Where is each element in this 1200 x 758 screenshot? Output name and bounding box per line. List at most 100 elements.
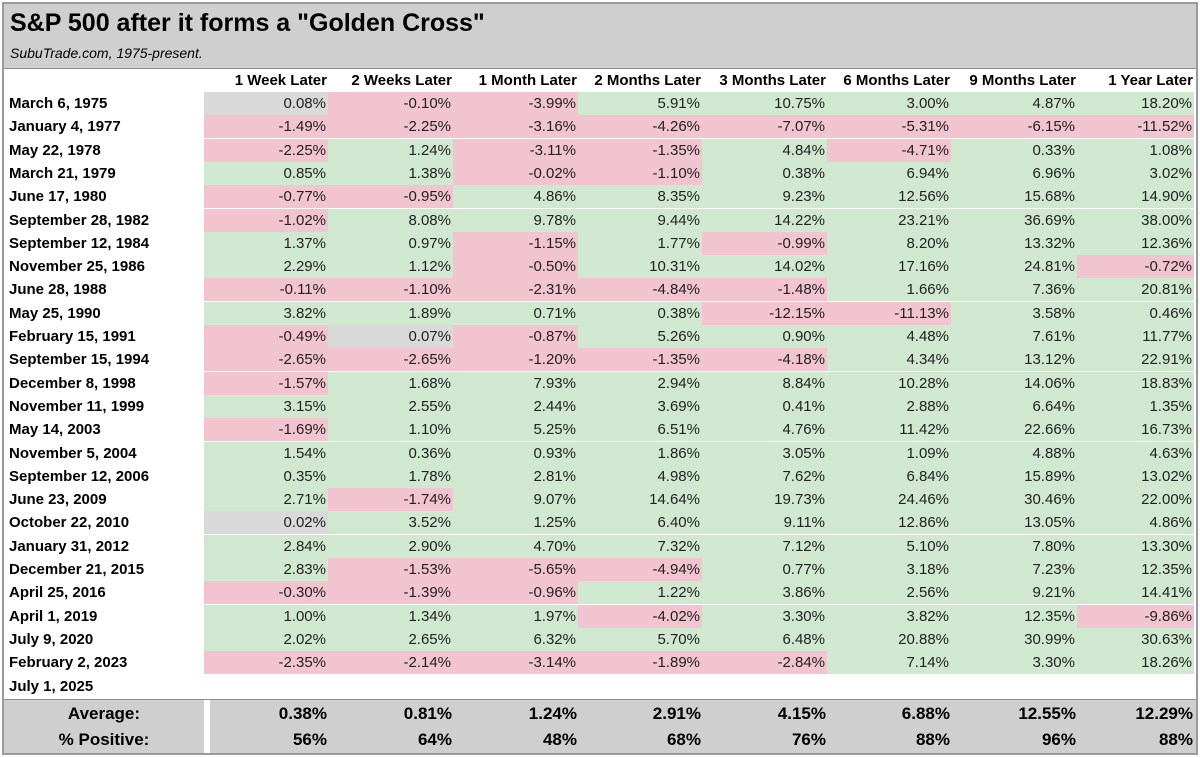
data-cell: 7.14% [827,651,951,675]
summary-value: 1.24% [528,704,577,723]
data-cell: -1.89% [578,651,702,675]
row-date: June 28, 1988 [9,281,107,299]
data-cell: 6.94% [827,161,951,185]
chart-title: S&P 500 after it forms a "Golden Cross" [10,9,485,37]
data-cell: 1.08% [1077,138,1194,162]
data-cell: 1.22% [578,581,702,605]
data-cell: -0.10% [328,92,453,115]
data-cell: -5.65% [453,558,578,581]
data-cell: 30.46% [951,488,1077,512]
data-cell: 2.88% [827,394,951,418]
table-row: February 15, 1991 -0.49% 0.07% -0.87% 5.26% 0… [4,325,1196,348]
data-cell: 22.00% [1077,488,1194,512]
data-cell: -7.07% [702,115,827,139]
data-cell: 7.36% [951,278,1077,302]
data-cell: -2.14% [328,651,453,675]
data-cell: 1.68% [328,371,453,395]
summary-value: 88% [915,730,950,749]
row-date: June 23, 2009 [9,491,107,509]
data-cell: -1.74% [328,488,453,512]
data-cell: 1.77% [578,231,702,255]
data-cell: 18.83% [1077,371,1194,395]
data-cell: 10.28% [827,371,951,395]
data-cell: 9.78% [453,208,578,232]
summary-value: 96% [1041,730,1076,749]
data-cell: 1.09% [827,441,951,465]
summary-value: 0.81% [403,704,452,723]
data-cell: 5.10% [827,534,951,558]
summary-row: Average: 0.38% 0.81% 1.24% 2.91% 4.15% 6.88% 12… [4,701,1196,727]
summary-value: 88% [1158,730,1193,749]
title-banner: S&P 500 after it forms a "Golden Cross" … [4,4,1196,69]
column-header: 2 Months Later [594,72,701,89]
data-cell: 13.32% [951,231,1077,255]
data-cell: -2.84% [702,651,827,675]
data-cell: 14.64% [578,488,702,512]
summary-value: 12.55% [1018,704,1076,723]
data-cell: 6.48% [702,627,827,651]
table-row: November 25, 1986 2.29% 1.12% -0.50% 10.31% 1… [4,255,1196,279]
table-row: December 21, 2015 2.83% -1.53% -5.65% -4.94%… [4,558,1196,581]
data-cell: 12.36% [1077,231,1194,255]
data-cell: -1.02% [204,208,328,232]
data-cell: 17.16% [827,255,951,279]
data-cell: 4.87% [951,92,1077,115]
data-cell: 14.06% [951,371,1077,395]
row-date: January 4, 1977 [9,118,121,136]
data-cell: 1.25% [453,511,578,535]
data-cell: 6.96% [951,161,1077,185]
data-cell: 20.81% [1077,278,1194,302]
row-date: June 17, 1980 [9,188,107,206]
data-cell: 0.08% [204,92,328,115]
data-cell: 12.35% [1077,558,1194,581]
data-cell: 24.81% [951,255,1077,279]
summary-value: 64% [417,730,452,749]
data-cell: 10.31% [578,255,702,279]
table-row: September 28, 1982 -1.02% 8.08% 9.78% 9.44% 1… [4,208,1196,232]
data-cell: 36.69% [951,208,1077,232]
data-cell: 2.44% [453,394,578,418]
data-cell: 13.30% [1077,534,1194,558]
table-row: February 2, 2023 -2.35% -2.14% -3.14% -1.89%… [4,651,1196,675]
data-cell: -2.35% [204,651,328,675]
table-row: May 14, 2003 -1.69% 1.10% 5.25% 6.51% 4.76% 11… [4,418,1196,442]
data-cell: 3.58% [951,301,1077,325]
data-cell: 30.63% [1077,627,1194,651]
data-cell: 22.91% [1077,348,1194,372]
data-cell: -11.13% [827,301,951,325]
data-cell: 6.64% [951,394,1077,418]
data-cell: 3.00% [827,92,951,115]
table-row: July 1, 2025 [4,675,1196,698]
data-cell: 4.34% [827,348,951,372]
data-cell: 13.12% [951,348,1077,372]
data-cell: 1.12% [328,255,453,279]
data-cell: -1.10% [578,161,702,185]
data-cell: 1.00% [204,604,328,628]
data-cell: -1.35% [578,138,702,162]
summary-section: Average: 0.38% 0.81% 1.24% 2.91% 4.15% 6.88% 12… [4,699,1196,753]
chart-subtitle: SubuTrade.com, 1975-present. [10,45,203,61]
data-cell: 11.42% [827,418,951,442]
column-header: 2 Weeks Later [351,72,452,89]
data-cell: -4.94% [578,558,702,581]
data-cell: -1.49% [204,115,328,139]
row-date: October 22, 2010 [9,514,130,532]
data-cell: 3.52% [328,511,453,535]
data-cell: 2.56% [827,581,951,605]
data-cell: 1.97% [453,604,578,628]
data-cell: 0.93% [453,441,578,465]
data-cell: -3.11% [453,138,578,162]
data-cell: 0.41% [702,394,827,418]
data-cell: 3.15% [204,394,328,418]
data-cell: 5.91% [578,92,702,115]
data-cell: -1.53% [328,558,453,581]
data-cell: 2.65% [328,627,453,651]
data-cell: 0.77% [702,558,827,581]
data-cell: 1.10% [328,418,453,442]
row-date: April 25, 2016 [9,584,106,602]
data-cell: 23.21% [827,208,951,232]
row-date: July 9, 2020 [9,630,94,648]
data-cell: 0.38% [578,301,702,325]
data-cell: 4.84% [702,138,827,162]
table-row: June 17, 1980 -0.77% -0.95% 4.86% 8.35% 9.23%… [4,185,1196,209]
